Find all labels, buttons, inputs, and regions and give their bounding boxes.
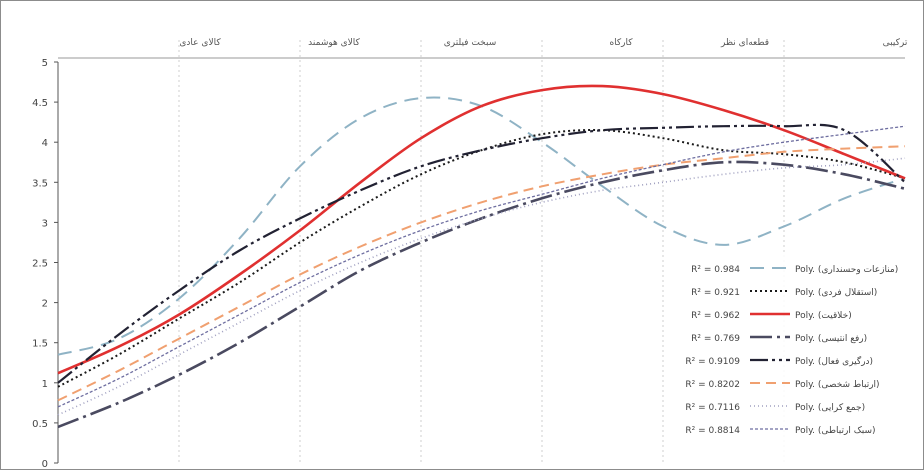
legend-series-name: Poly. (سبک ارتباطی) [795, 426, 876, 436]
y-tick-label: 5 [42, 58, 48, 69]
series-line-5 [57, 123, 906, 384]
y-tick-label: 4.5 [32, 98, 48, 109]
series-line-2 [57, 129, 906, 388]
y-tick-label: 1 [42, 379, 48, 390]
legend-series-name: Poly. (خلاقیت) [795, 311, 852, 321]
y-tick-label: 2 [42, 299, 48, 310]
y-tick-label: 0.5 [32, 419, 48, 430]
y-tick-label: 3.5 [32, 178, 48, 189]
y-tick-label: 2.5 [32, 259, 48, 270]
x-category-label: کارکاه [609, 38, 633, 48]
y-tick-label: 0 [42, 459, 48, 470]
legend-series-name: Poly. (ارتباط شخصی) [795, 380, 880, 390]
series-line-4 [57, 160, 906, 429]
series-line-8 [57, 125, 906, 408]
legend-r2: R² = 0.769 [691, 334, 740, 344]
legend-r2: R² = 0.7116 [685, 403, 740, 413]
legend-series-name: Poly. (استقلال فردی) [795, 288, 877, 298]
legend-box [675, 255, 915, 467]
legend-r2: R² = 0.8814 [685, 426, 740, 436]
legend-r2: R² = 0.8202 [685, 380, 740, 390]
x-category-label: سبخت فیلتری [444, 38, 497, 48]
legend-r2: R² = 0.921 [691, 288, 740, 298]
y-tick-label: 4 [42, 138, 48, 149]
legend-series-name: Poly. (منازعات وحسنداری) [795, 265, 898, 275]
x-category-label: کالای هوشمند [308, 38, 360, 48]
legend-series-name: Poly. (رفع انتیسی) [795, 334, 867, 344]
legend-r2: R² = 0.962 [691, 311, 740, 321]
y-tick-label: 3 [42, 218, 48, 229]
legend-r2: R² = 0.984 [691, 265, 740, 275]
legend-r2: R² = 0.9109 [685, 357, 740, 367]
y-tick-label: 1.5 [32, 339, 48, 350]
x-category-label: ترکیبی [883, 38, 908, 48]
series-line-6 [57, 145, 906, 402]
x-category-label: قطعه‌ای نظر [720, 38, 769, 48]
x-category-label: کالای عادی [179, 38, 221, 48]
legend-series-name: Poly. (درگیری فعال) [795, 355, 873, 367]
legend-series-name: Poly. (جمع کرایی) [795, 403, 865, 413]
